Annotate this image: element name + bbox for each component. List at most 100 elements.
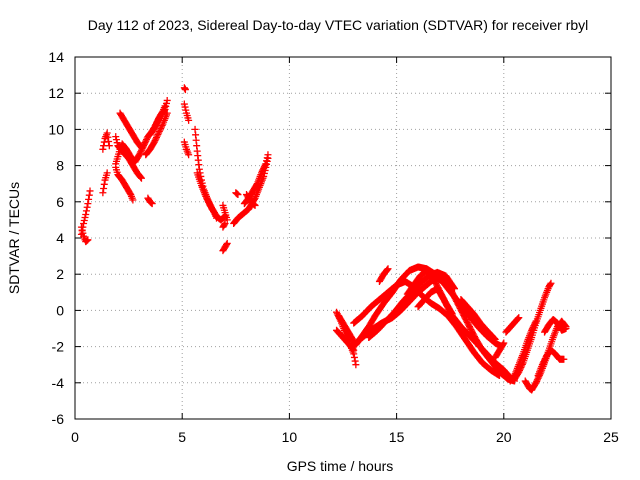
data-point: [258, 167, 266, 175]
data-point: [202, 194, 210, 202]
data-point: [383, 266, 391, 274]
x-tick-label: 15: [389, 429, 405, 445]
y-tick-label: 2: [56, 266, 64, 282]
data-point: [155, 128, 163, 136]
data-point: [77, 223, 85, 231]
data-point: [528, 326, 536, 334]
data-point: [540, 358, 548, 366]
data-point: [450, 285, 458, 293]
data-point: [223, 241, 231, 249]
data-point: [151, 137, 159, 145]
data-point: [531, 319, 539, 327]
data-point: [79, 229, 87, 237]
data-point: [85, 191, 93, 199]
data-point: [152, 121, 160, 129]
data-point: [260, 164, 268, 172]
data-point: [100, 185, 108, 193]
data-point: [103, 169, 111, 177]
data-point: [84, 236, 92, 244]
data-point: [259, 166, 267, 174]
data-point: [529, 323, 537, 331]
data-point: [333, 308, 341, 316]
data-point: [150, 124, 158, 132]
data-point: [533, 377, 541, 385]
data-point: [491, 335, 499, 343]
data-point: [562, 325, 570, 332]
data-point: [100, 180, 108, 188]
data-point: [181, 103, 189, 111]
y-tick-labels: -6 -4 -2 0 2 4 6 8 10 12 14: [48, 49, 64, 427]
data-point: [352, 361, 360, 369]
data-point: [182, 106, 190, 114]
data-point: [141, 139, 149, 147]
data-point: [154, 131, 162, 139]
data-point: [80, 220, 88, 228]
data-point: [82, 210, 90, 218]
axis-ticks: [74, 56, 612, 420]
data-point: [112, 136, 120, 144]
data-point: [490, 334, 498, 342]
data-point: [539, 359, 547, 367]
data-point: [446, 308, 454, 316]
x-tick-label: 10: [282, 429, 298, 445]
data-point: [499, 340, 507, 348]
data-point: [153, 132, 161, 140]
x-tick-labels: 0 5 10 15 20 25: [71, 429, 619, 445]
data-point: [515, 314, 523, 322]
data-point: [157, 123, 165, 131]
data-point: [136, 149, 144, 157]
data-point: [155, 129, 163, 137]
data-point: [81, 213, 89, 221]
data-point: [203, 195, 211, 203]
data-point: [532, 317, 540, 325]
data-point: [234, 191, 242, 199]
data-point: [263, 154, 271, 162]
data-point: [151, 122, 159, 130]
data-point: [161, 102, 169, 110]
chart-title: Day 112 of 2023, Sidereal Day-to-day VTE…: [88, 17, 589, 33]
data-point: [195, 165, 203, 173]
data-point: [532, 379, 540, 387]
data-point: [185, 116, 193, 124]
data-point: [156, 126, 164, 134]
data-point: [262, 160, 270, 168]
data-point: [204, 197, 212, 205]
y-tick-label: 12: [48, 85, 64, 101]
data-point: [547, 279, 555, 287]
data-point: [148, 200, 156, 208]
data-point: [538, 361, 546, 369]
data-point: [531, 320, 539, 328]
data-point: [210, 207, 218, 215]
data-point: [78, 226, 86, 234]
data-point: [129, 196, 137, 204]
data-point: [546, 280, 554, 288]
data-point: [223, 239, 231, 247]
data-point: [185, 151, 193, 159]
y-tick-label: 10: [48, 121, 64, 137]
data-point: [260, 163, 268, 171]
data-point: [253, 181, 261, 189]
data-point: [263, 157, 271, 165]
y-tick-label: -2: [52, 339, 65, 355]
data-point: [137, 144, 145, 151]
data-point: [205, 198, 213, 206]
data-point: [258, 169, 266, 177]
data-point: [126, 189, 134, 197]
y-tick-label: -4: [52, 375, 65, 391]
data-point: [86, 187, 94, 195]
data-point: [158, 109, 166, 117]
data-point: [351, 357, 359, 365]
data-point: [99, 145, 107, 153]
data-point: [103, 129, 111, 137]
data-point: [83, 203, 91, 211]
data-point: [84, 200, 92, 208]
data-point: [135, 151, 143, 159]
y-tick-label: 0: [56, 302, 64, 318]
data-point: [500, 339, 508, 347]
data-point: [105, 142, 113, 150]
data-point: [105, 137, 113, 145]
y-tick-label: 14: [48, 49, 64, 65]
data-point: [264, 151, 272, 159]
data-point: [513, 315, 521, 323]
